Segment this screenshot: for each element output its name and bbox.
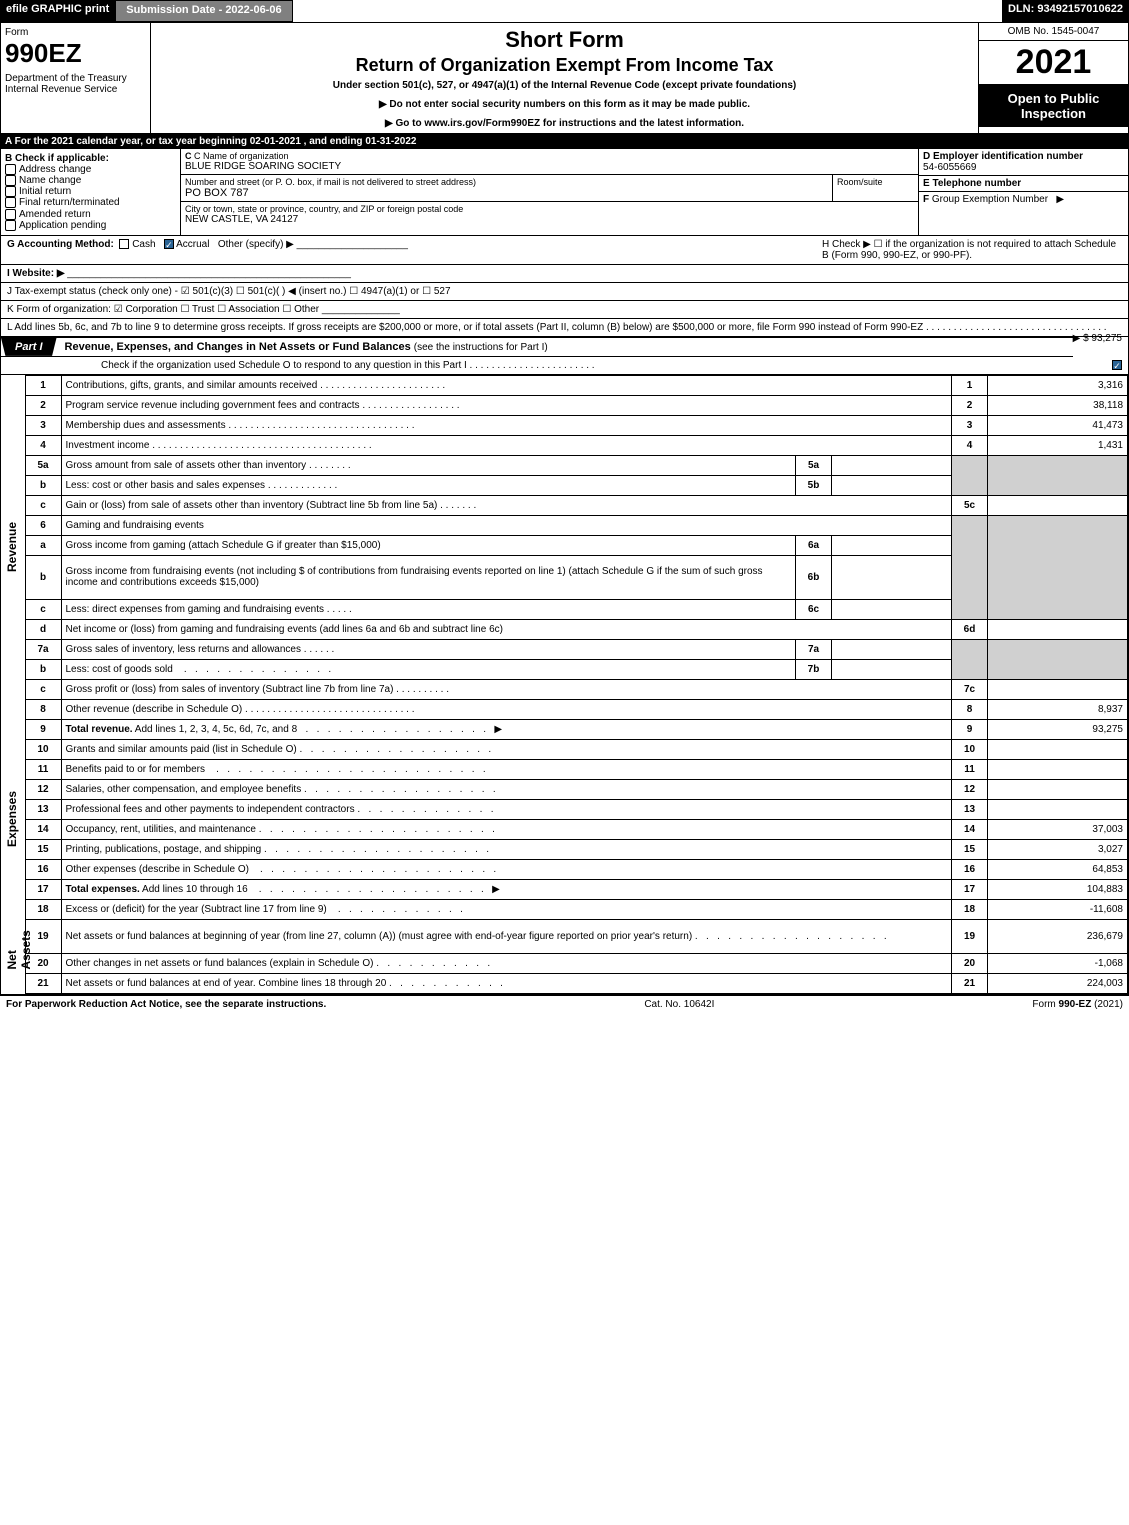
form-body: Form 990EZ Department of the Treasury In… xyxy=(0,22,1129,995)
part-1-tab: Part I xyxy=(1,338,57,356)
part-1-header: Part I Revenue, Expenses, and Changes in… xyxy=(1,337,1073,357)
form-header: Form 990EZ Department of the Treasury In… xyxy=(1,23,1128,134)
line-1-desc: Contributions, gifts, grants, and simila… xyxy=(61,375,952,395)
top-bar: efile GRAPHIC print Submission Date - 20… xyxy=(0,0,1129,22)
ein-row: D Employer identification number 54-6055… xyxy=(919,149,1128,176)
line-k: K Form of organization: ☑ Corporation ☐ … xyxy=(1,301,1128,319)
line-l: L Add lines 5b, 6c, and 7b to line 9 to … xyxy=(1,319,1128,337)
box-b: B Check if applicable: Address change Na… xyxy=(1,149,181,235)
form-word: Form xyxy=(5,27,146,38)
revenue-side-label: Revenue xyxy=(1,375,25,719)
chk-final-return[interactable]: Final return/terminated xyxy=(5,197,176,208)
schedule-o-check: Check if the organization used Schedule … xyxy=(1,357,1128,375)
street-value: PO BOX 787 xyxy=(185,187,828,199)
room-suite: Room/suite xyxy=(833,175,918,201)
expenses-side-label: Expenses xyxy=(1,739,25,899)
chk-address-change[interactable]: Address change xyxy=(5,164,176,175)
chk-schedule-o[interactable]: ✓ xyxy=(1112,360,1122,370)
chk-initial-return[interactable]: Initial return xyxy=(5,186,176,197)
street-row: Number and street (or P. O. box, if mail… xyxy=(181,175,833,201)
accounting-method: G Accounting Method: Cash ✓ Accrual Othe… xyxy=(7,239,408,261)
telephone-row: E Telephone number xyxy=(919,176,1128,192)
city-value: NEW CASTLE, VA 24127 xyxy=(185,214,914,225)
submission-date: Submission Date - 2022-06-06 xyxy=(115,0,292,22)
boxes-bcdef: B Check if applicable: Address change Na… xyxy=(1,149,1128,236)
netassets-side-label: Net Assets xyxy=(1,899,25,993)
box-def: D Employer identification number 54-6055… xyxy=(918,149,1128,235)
header-right: OMB No. 1545-0047 2021 Open to Public In… xyxy=(978,23,1128,133)
title-short-form: Short Form xyxy=(159,27,970,53)
line-i: I Website: ▶ ___________________________… xyxy=(1,265,1128,283)
box-b-title: B Check if applicable: xyxy=(5,153,176,164)
chk-amended-return[interactable]: Amended return xyxy=(5,209,176,220)
form-number: 990EZ xyxy=(5,38,146,69)
goto-link[interactable]: ▶ Go to www.irs.gov/Form990EZ for instru… xyxy=(159,118,970,129)
line-1-amt: 3,316 xyxy=(988,375,1128,395)
org-name-row: C C Name of organization BLUE RIDGE SOAR… xyxy=(181,149,918,175)
title-return: Return of Organization Exempt From Incom… xyxy=(159,55,970,76)
page-footer: For Paperwork Reduction Act Notice, see … xyxy=(0,995,1129,1013)
chk-name-change[interactable]: Name change xyxy=(5,175,176,186)
box-c: C C Name of organization BLUE RIDGE SOAR… xyxy=(181,149,918,235)
efile-label: efile GRAPHIC print xyxy=(0,0,115,22)
subtitle: Under section 501(c), 527, or 4947(a)(1)… xyxy=(159,80,970,91)
footer-form-id: Form 990-EZ (2021) xyxy=(1032,999,1123,1010)
ein-value: 54-6055669 xyxy=(923,162,1124,173)
inspection-badge: Open to Public Inspection xyxy=(979,85,1128,127)
omb-number: OMB No. 1545-0047 xyxy=(979,23,1128,41)
section-a-tax-year: A For the 2021 calendar year, or tax yea… xyxy=(1,134,1128,149)
dept-label: Department of the Treasury Internal Reve… xyxy=(5,73,146,95)
footer-cat-no: Cat. No. 10642I xyxy=(326,999,1032,1010)
chk-cash[interactable] xyxy=(119,239,129,249)
line-g-h: G Accounting Method: Cash ✓ Accrual Othe… xyxy=(1,236,1128,265)
gross-receipts-amount: ▶ $ 93,275 xyxy=(1073,333,1122,344)
city-row: City or town, state or province, country… xyxy=(181,202,918,227)
tax-year: 2021 xyxy=(979,41,1128,85)
warning-ssn: ▶ Do not enter social security numbers o… xyxy=(159,99,970,110)
line-j: J Tax-exempt status (check only one) - ☑… xyxy=(1,283,1128,301)
line-h: H Check ▶ ☐ if the organization is not r… xyxy=(822,239,1122,261)
chk-application-pending[interactable]: Application pending xyxy=(5,220,176,231)
footer-left: For Paperwork Reduction Act Notice, see … xyxy=(6,999,326,1010)
dln-label: DLN: 93492157010622 xyxy=(1002,0,1129,22)
group-exemption-row: F Group Exemption Number ▶ xyxy=(919,192,1128,207)
org-name: BLUE RIDGE SOARING SOCIETY xyxy=(185,161,914,172)
header-left: Form 990EZ Department of the Treasury In… xyxy=(1,23,151,133)
header-mid: Short Form Return of Organization Exempt… xyxy=(151,23,978,133)
part-1-title: Revenue, Expenses, and Changes in Net As… xyxy=(57,341,548,353)
lines-table: Revenue 1 Contributions, gifts, grants, … xyxy=(1,375,1128,994)
chk-accrual[interactable]: ✓ xyxy=(164,239,174,249)
